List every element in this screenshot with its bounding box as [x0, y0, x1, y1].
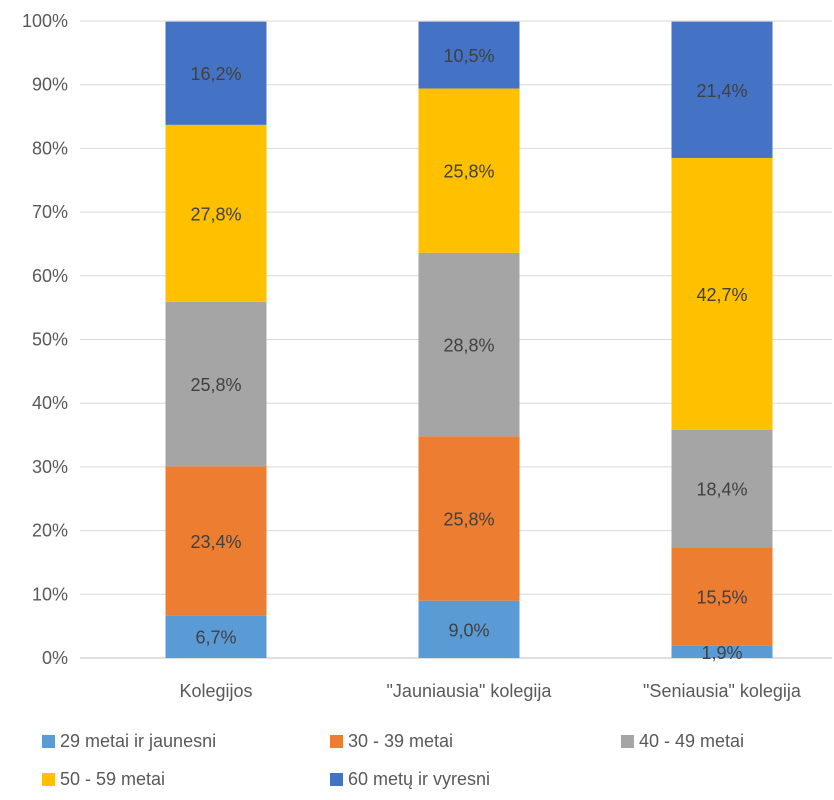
data-label: 28,8%: [443, 336, 494, 356]
bar-segment: [165, 301, 267, 467]
bar-segment: [418, 436, 520, 601]
y-tick-label: 40%: [32, 393, 68, 413]
data-label: 9,0%: [448, 620, 489, 640]
y-tick-label: 60%: [32, 266, 68, 286]
data-label: 42,7%: [696, 285, 747, 305]
y-tick-label: 30%: [32, 457, 68, 477]
bar-segment: [165, 124, 267, 302]
x-tick-label: "Jauniausia" kolegija: [387, 681, 553, 701]
bar-segment: [418, 252, 520, 437]
bar-segment: [671, 429, 773, 548]
data-label: 10,5%: [443, 46, 494, 66]
data-label: 21,4%: [696, 81, 747, 101]
data-label: 6,7%: [195, 628, 236, 648]
bar-segment: [165, 615, 267, 658]
data-label: 25,8%: [443, 162, 494, 182]
y-tick-label: 90%: [32, 75, 68, 95]
x-tick-label: Kolegijos: [179, 681, 252, 701]
bar-segment: [418, 88, 520, 253]
bar-segment: [671, 645, 773, 658]
y-tick-label: 50%: [32, 330, 68, 350]
bar-segment: [671, 547, 773, 646]
data-label: 15,5%: [696, 588, 747, 608]
bar-segment: [418, 21, 520, 89]
data-label: 25,8%: [443, 509, 494, 529]
data-label: 1,9%: [701, 643, 742, 663]
bar-segment: [671, 21, 773, 158]
bar-segment: [671, 157, 773, 430]
bar-segment: [165, 21, 267, 125]
data-label: 23,4%: [190, 532, 241, 552]
data-label: 27,8%: [190, 204, 241, 224]
x-tick-label: "Seniausia" kolegija: [643, 681, 802, 701]
data-label: 25,8%: [190, 375, 241, 395]
bar-segment: [165, 466, 267, 616]
y-tick-label: 80%: [32, 138, 68, 158]
y-tick-label: 100%: [22, 11, 68, 31]
data-label: 18,4%: [696, 480, 747, 500]
y-tick-label: 0%: [42, 648, 68, 668]
y-tick-label: 20%: [32, 521, 68, 541]
bar-segment: [418, 600, 520, 658]
data-label: 16,2%: [190, 64, 241, 84]
y-tick-label: 70%: [32, 202, 68, 222]
y-tick-label: 10%: [32, 584, 68, 604]
